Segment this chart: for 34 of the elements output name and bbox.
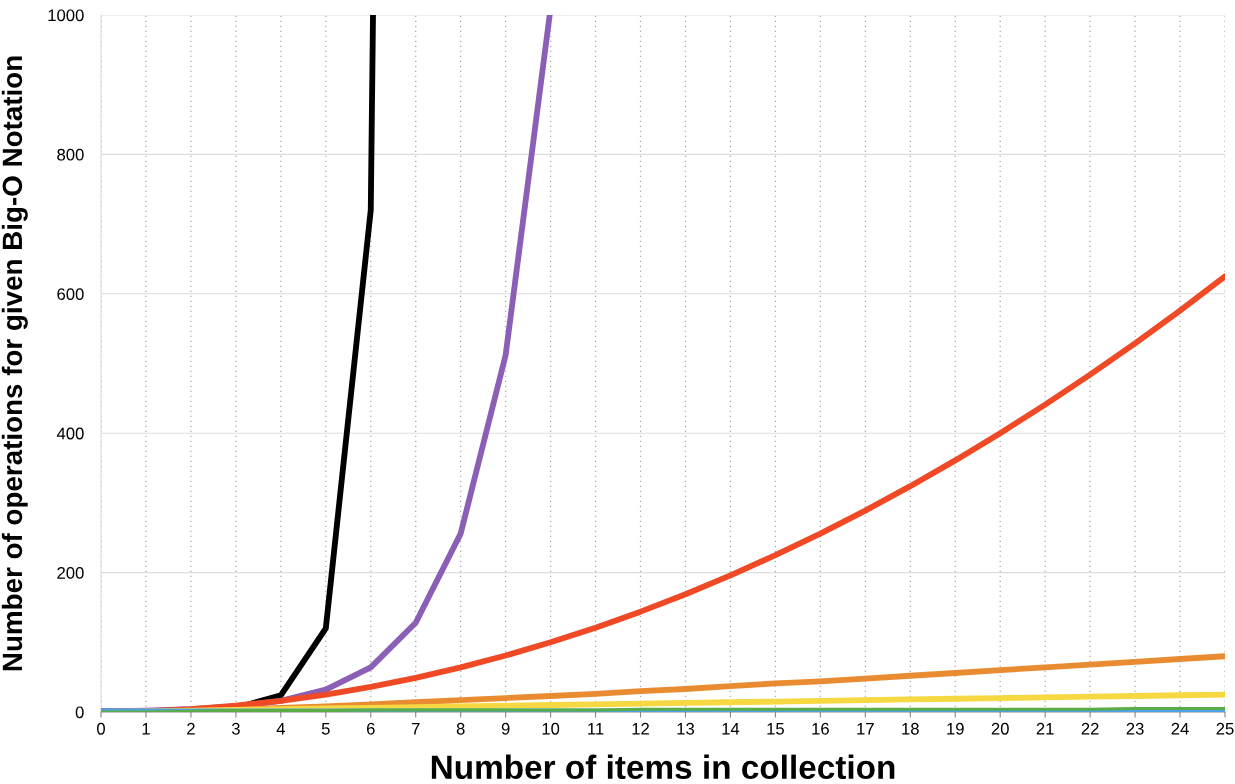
x-axis-title: Number of items in collection [431, 754, 895, 780]
x-tick-label: 0 [97, 722, 105, 735]
y-axis-title: Number of operations for given Big-O Notation [1, 56, 28, 671]
x-tick-label: 2 [187, 722, 195, 735]
y-tick-label: 400 [56, 427, 84, 440]
x-tick-label: 13 [677, 722, 695, 735]
y-tick-label: 0 [75, 706, 84, 719]
x-tick-label: 1 [142, 723, 150, 735]
y-tick-label: 1000 [48, 9, 84, 22]
x-tick-label: 24 [1171, 722, 1189, 735]
x-tick-label: 16 [812, 722, 829, 735]
x-tick-label: 17 [857, 723, 874, 735]
x-tick-label: 18 [902, 722, 919, 735]
x-tick-label: 12 [632, 722, 649, 735]
x-tick-label: 25 [1216, 722, 1234, 735]
x-tick-label: 9 [501, 722, 510, 735]
x-tick-label: 4 [276, 723, 285, 735]
x-tick-label: 6 [366, 722, 375, 735]
x-tick-label: 3 [231, 722, 240, 735]
x-tick-label: 14 [722, 723, 740, 735]
x-tick-label: 20 [991, 722, 1009, 735]
y-tick-label: 800 [57, 148, 84, 161]
x-tick-label: 23 [1126, 722, 1144, 735]
x-tick-label: 5 [321, 723, 330, 735]
y-tick-label: 600 [57, 288, 84, 300]
y-tick-label: 200 [57, 567, 84, 579]
x-tick-label: 7 [411, 723, 420, 735]
x-tick-label: 15 [767, 723, 784, 735]
x-tick-label: 8 [456, 722, 465, 735]
x-tick-label: 22 [1081, 722, 1099, 735]
x-tick-label: 10 [542, 722, 560, 735]
x-tick-label: 19 [947, 722, 964, 735]
x-tick-label: 21 [1036, 722, 1054, 735]
x-tick-label: 11 [588, 723, 604, 735]
